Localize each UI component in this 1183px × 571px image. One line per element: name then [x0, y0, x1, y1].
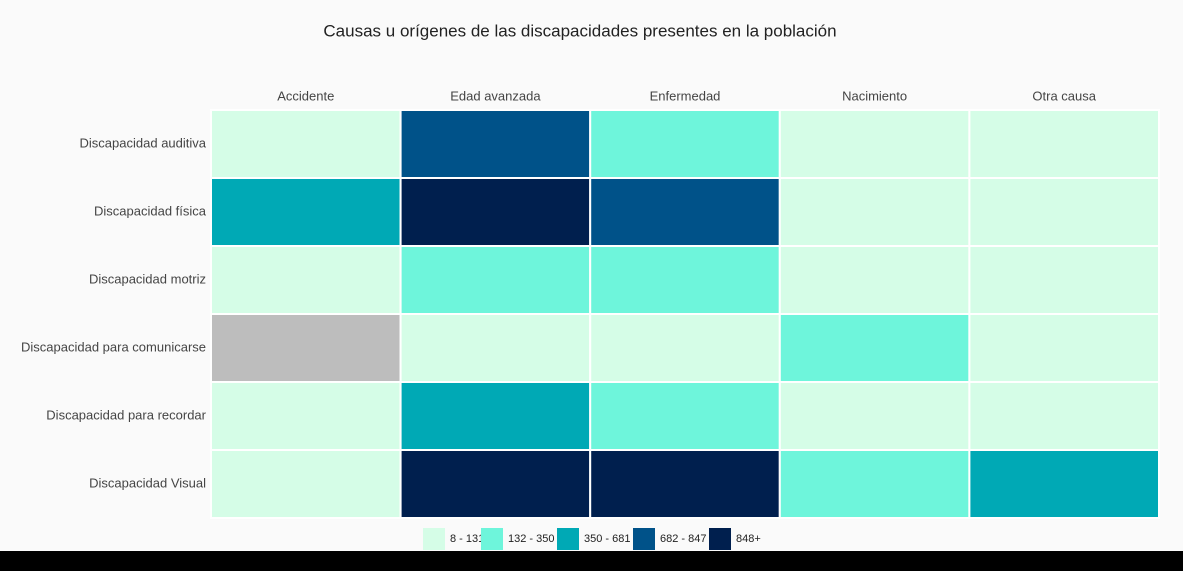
legend-label: 848+: [736, 533, 761, 545]
no-data-cell: [210, 313, 402, 383]
legend-swatch: [709, 528, 731, 550]
legend-swatch: [481, 528, 503, 550]
heatmap-cell: [589, 381, 781, 451]
chart-title: Causas u orígenes de las discapacidades …: [323, 21, 836, 40]
y-tick-label: Discapacidad para recordar: [46, 407, 206, 422]
heatmap-cell: [399, 381, 592, 451]
y-tick-label: Discapacidad física: [94, 203, 207, 218]
legend-label: 350 - 681: [584, 533, 630, 545]
heatmap-cell: [589, 313, 781, 383]
heatmap-cell: [399, 313, 592, 383]
heatmap-cell: [778, 177, 971, 247]
x-tick-label: Nacimiento: [842, 88, 907, 103]
heatmap-cell: [589, 177, 781, 247]
heatmap-cell: [778, 381, 971, 451]
heatmap-cell: [968, 109, 1161, 179]
legend-label: 8 - 131: [450, 533, 484, 545]
y-tick-label: Discapacidad Visual: [89, 475, 206, 490]
legend-swatch: [423, 528, 445, 550]
legend-label: 132 - 350: [508, 533, 554, 545]
heatmap-cell: [399, 177, 592, 247]
heatmap-cell: [399, 245, 592, 315]
heatmap-cell: [778, 109, 971, 179]
heatmap-cell: [778, 449, 971, 519]
heatmap-cell: [589, 245, 781, 315]
heatmap-cell: [589, 109, 781, 179]
heatmap-cell: [968, 313, 1161, 383]
y-tick-label: Discapacidad motriz: [89, 271, 206, 286]
heatmap-cell: [210, 381, 402, 451]
heatmap-cell: [968, 449, 1161, 519]
bottom-bar: [0, 551, 1183, 571]
heatmap-cell: [968, 177, 1161, 247]
heatmap-cell: [399, 109, 592, 179]
y-tick-label: Discapacidad auditiva: [80, 135, 207, 150]
heatmap-cell: [210, 449, 402, 519]
heatmap-cell: [210, 177, 402, 247]
y-tick-label: Discapacidad para comunicarse: [21, 339, 206, 354]
x-tick-label: Accidente: [277, 88, 334, 103]
heatmap-cell: [968, 245, 1161, 315]
heatmap-cell: [968, 381, 1161, 451]
heatmap-cell: [778, 245, 971, 315]
x-tick-label: Otra causa: [1032, 88, 1096, 103]
x-tick-label: Enfermedad: [650, 88, 721, 103]
x-tick-label: Edad avanzada: [450, 88, 541, 103]
heatmap-cell: [210, 245, 402, 315]
legend-swatch: [557, 528, 579, 550]
legend-label: 682 - 847: [660, 533, 706, 545]
legend-swatch: [633, 528, 655, 550]
heatmap-cell: [589, 449, 781, 519]
heatmap-cell: [399, 449, 592, 519]
heatmap-cell: [210, 109, 402, 179]
heatmap-cell: [778, 313, 971, 383]
